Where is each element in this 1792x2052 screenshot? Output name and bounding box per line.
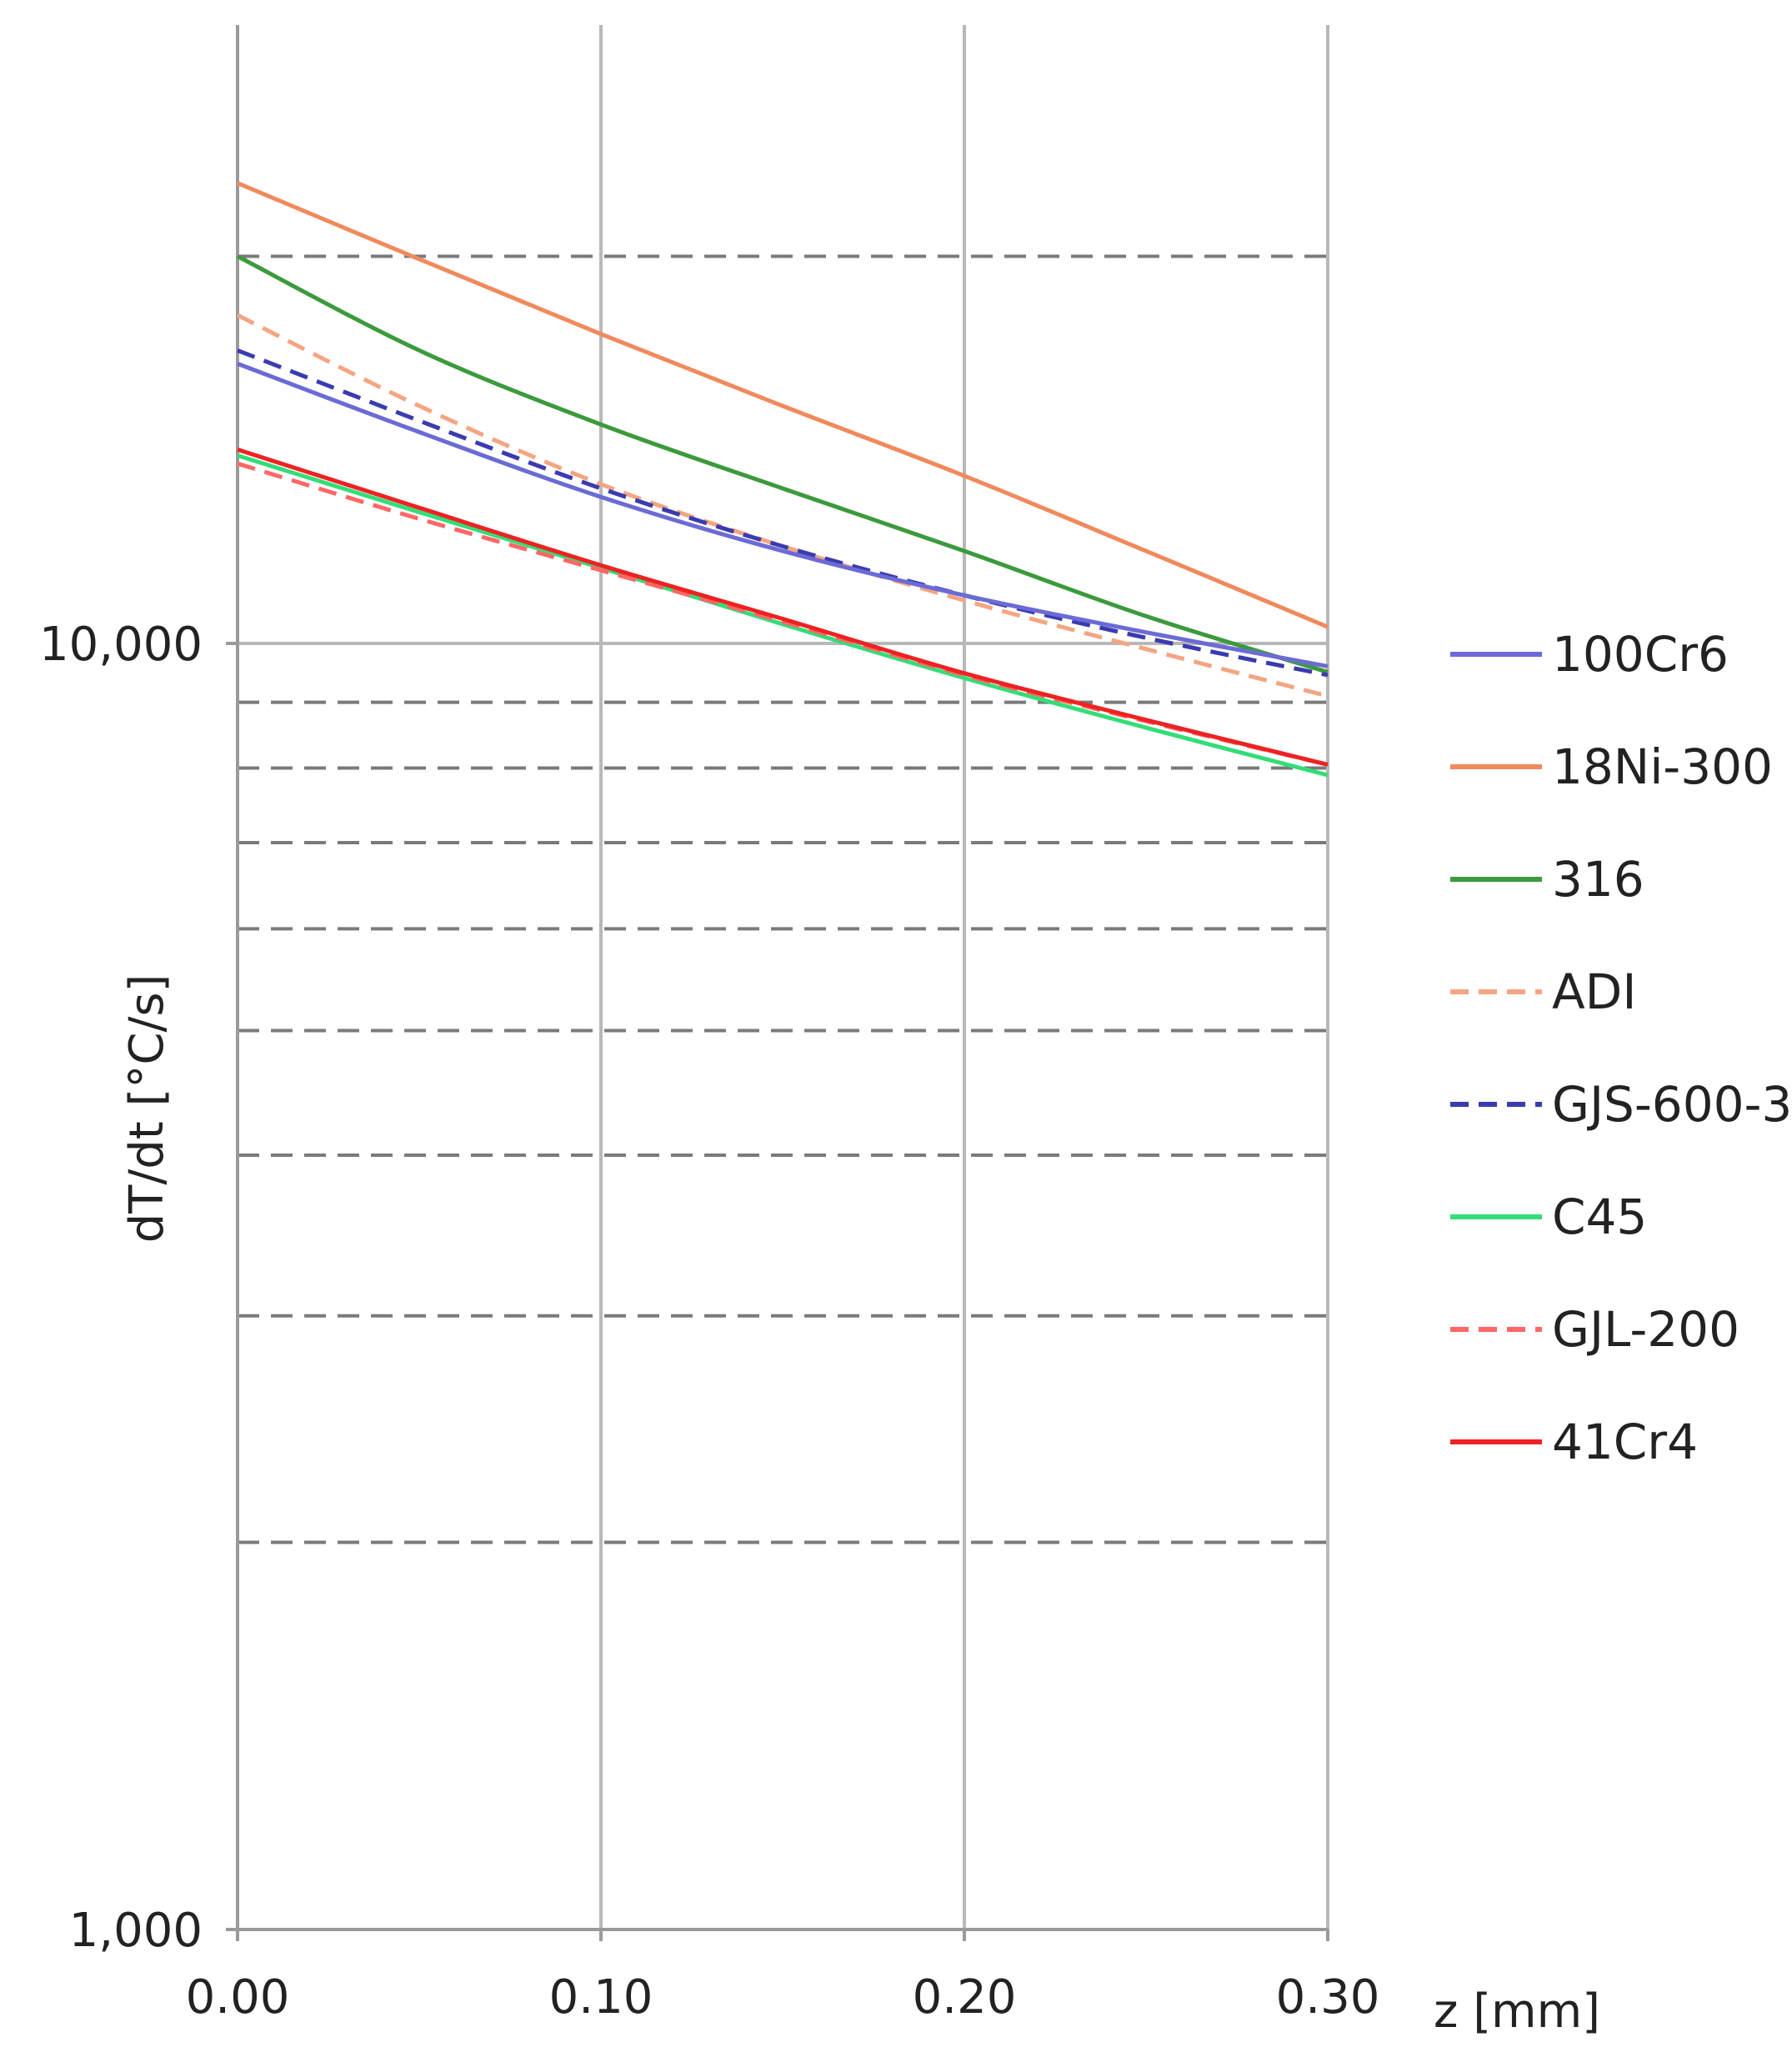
series-line-adi (236, 313, 1329, 698)
series-line-100cr6 (237, 362, 1329, 668)
x-tick-label: 0.00 (186, 1970, 290, 2024)
legend-label: GJS-600-3 (1552, 1076, 1792, 1133)
x-tick-label: 0.10 (549, 1970, 653, 2024)
x-axis-label: z [mm] (1434, 1984, 1600, 2039)
legend-label: 316 (1552, 851, 1644, 908)
x-tick-label: 0.20 (913, 1970, 1017, 2024)
legend-label: ADI (1552, 963, 1636, 1020)
y-tick-label: 1,000 (69, 1904, 203, 1958)
y-tick-labels: 1,000 10,000 (39, 618, 203, 1958)
legend-label: GJL-200 (1552, 1301, 1739, 1358)
y-axis-label: dT/dt [°C/s] (120, 974, 174, 1244)
legend-label: 18Ni-300 (1552, 738, 1773, 795)
series-layer (236, 181, 1329, 778)
series-line-41cr4 (237, 448, 1329, 767)
series-line-c45 (237, 453, 1329, 778)
series-line-gjs-600-3 (237, 348, 1329, 678)
x-tick-label: 0.30 (1276, 1970, 1380, 2024)
x-tick-labels: 0.00 0.10 0.20 0.30 (186, 1970, 1380, 2024)
legend-label: 41Cr4 (1552, 1414, 1698, 1470)
series-line-316 (236, 254, 1329, 674)
y-tick-label: 10,000 (39, 618, 203, 672)
series-line-18ni-300 (237, 181, 1329, 629)
legend-label: 100Cr6 (1552, 626, 1729, 683)
plot-area (238, 25, 1328, 1929)
grid (238, 25, 1329, 1931)
legend: 100Cr6 18Ni-300 316 ADI GJS-600-3 C45 GJL-200 4… (1450, 626, 1792, 1470)
axes (226, 25, 1329, 1941)
legend-label: C45 (1552, 1189, 1647, 1245)
